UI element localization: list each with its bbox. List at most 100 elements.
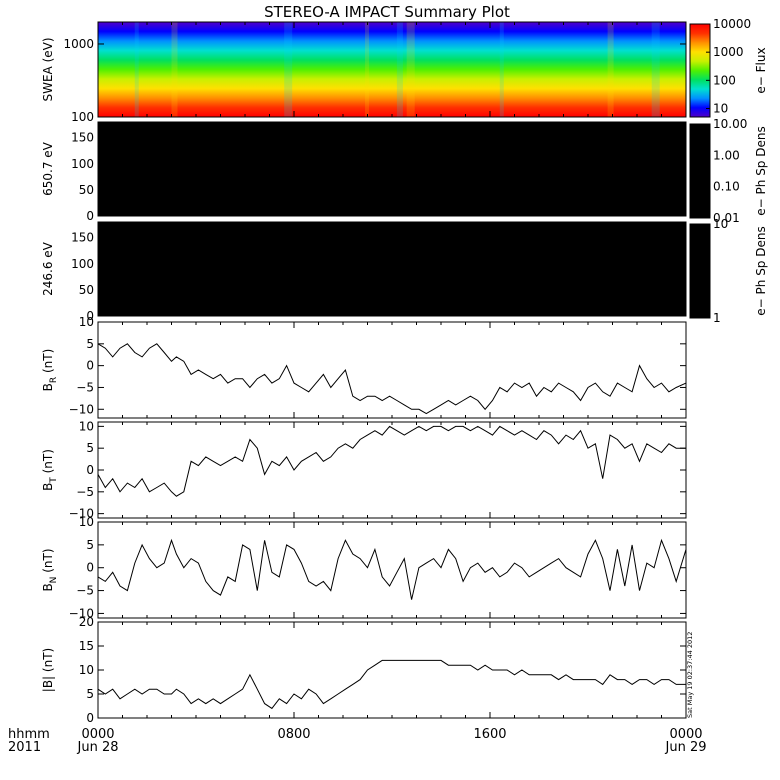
colorbar-2: 0.01 0.10 1.00 10.00 e− Ph Sp Dens: [689, 117, 768, 225]
plot-title: STEREO-A IMPACT Summary Plot: [264, 3, 510, 21]
spectrogram-streak: [284, 22, 293, 117]
spectrogram-streak: [651, 22, 660, 117]
y-tick-label: 15: [79, 639, 94, 653]
y-tick-label: −5: [76, 485, 94, 499]
y-axis-label: BT (nT): [41, 449, 59, 491]
x-corner-label-hhmm: hhmm: [8, 727, 50, 742]
y-axis-label: BR (nT): [41, 349, 59, 392]
timestamp-stamp: Sat May 19 02:37:44 2012: [686, 632, 694, 718]
spectrogram-streak: [171, 22, 178, 117]
series-line: [97, 343, 687, 415]
y-tick-label: 50: [79, 283, 94, 297]
colorbar-label: e− Ph Sp Dens: [754, 126, 768, 215]
panel-frame: [97, 321, 687, 419]
heatmap-fill: [98, 222, 686, 316]
colorbar-tick-label: 10: [713, 102, 728, 116]
panel-frame: [97, 521, 687, 619]
colorbar-tick-label: 10: [713, 217, 728, 231]
colorbar-scale: [690, 224, 710, 318]
y-tick-label: 5: [86, 538, 94, 552]
colorbar-scale: [690, 124, 710, 218]
panel-frame: [97, 621, 687, 719]
spectrogram-streak: [365, 22, 370, 117]
colorbar-frame: [689, 123, 711, 219]
y-tick-label: −10: [69, 606, 94, 620]
y-tick-label: 0: [86, 463, 94, 477]
colorbar-tick-label: 100: [713, 73, 736, 87]
y-axis-label: 246.6 eV: [41, 241, 55, 296]
y-tick-label: 150: [71, 231, 94, 245]
series-line: [97, 538, 687, 600]
colorbars: 10 100 1000 10000 e− Flux 0.01 0.10 1.00 10.00 e−…: [689, 17, 768, 325]
y-tick-label: 50: [79, 183, 94, 197]
series-line: [97, 659, 686, 710]
colorbar-tick-label: 0.01: [713, 211, 740, 225]
y-tick-label: 100: [71, 110, 94, 124]
x-corner-label-year: 2011: [8, 740, 41, 755]
swea-spectrogram: [98, 22, 686, 117]
y-tick-label: 0: [86, 209, 94, 223]
y-tick-label: −10: [69, 402, 94, 416]
y-tick-label: −10: [69, 507, 94, 521]
panel-4: −10 −5 0 5 10 BR (nT): [41, 315, 687, 419]
y-tick-label: 0: [86, 309, 94, 323]
y-tick-label: −5: [76, 380, 94, 394]
y-tick-label: 20: [79, 615, 94, 629]
y-axis-label: BN (nT): [41, 548, 59, 591]
colorbar-1: 10 100 1000 10000 e− Flux: [689, 17, 768, 118]
colorbar-3: 1 10 e− Ph Sp Dens: [689, 217, 768, 325]
colorbar-label: e− Flux: [754, 47, 768, 93]
colorbar-scale: [690, 24, 710, 117]
colorbar-frame: [689, 23, 711, 118]
spectrogram-streak: [134, 22, 139, 117]
colorbar-frame: [689, 223, 711, 319]
y-tick-label: 100: [71, 157, 94, 171]
y-tick-label: 5: [86, 337, 94, 351]
colorbar-tick-label: 10000: [713, 17, 751, 31]
panel-5: −10 −5 0 5 10 BT (nT): [41, 419, 687, 521]
y-tick-label: 0: [86, 711, 94, 725]
series-line: [97, 425, 686, 497]
y-tick-label: 5: [86, 441, 94, 455]
x-tick-label: 0000: [669, 727, 702, 742]
y-tick-label: 10: [79, 663, 94, 677]
panel-1: 100 1000 SWEA (eV): [41, 21, 687, 124]
x-date-label: Jun 29: [665, 740, 707, 755]
spectrogram-streak: [499, 22, 504, 117]
y-tick-label: 10: [79, 315, 94, 329]
y-tick-label: 0: [86, 359, 94, 373]
colorbar-tick-label: 1000: [713, 45, 744, 59]
y-tick-label: 1000: [63, 37, 94, 51]
colorbar-tick-label: 10.00: [713, 117, 747, 131]
y-axis-label: SWEA (eV): [41, 37, 55, 101]
y-tick-label: 10: [79, 419, 94, 433]
y-tick-label: 10: [79, 515, 94, 529]
colorbar-tick-label: 1.00: [713, 148, 740, 162]
colorbar-label: e− Ph Sp Dens: [754, 226, 768, 315]
x-tick-label: 1600: [473, 727, 506, 742]
heatmap-fill: [98, 122, 686, 216]
x-tick-label: 0000: [81, 727, 114, 742]
panel-frame: [97, 421, 687, 519]
y-tick-label: 5: [86, 687, 94, 701]
panel-3: 0 50 100 150 246.6 eV: [41, 221, 687, 323]
colorbar-tick-label: 0.10: [713, 180, 740, 194]
spectrogram-streak: [607, 22, 614, 117]
x-date-label: Jun 28: [77, 740, 119, 755]
y-tick-label: 150: [71, 131, 94, 145]
y-tick-label: 100: [71, 257, 94, 271]
spectrogram-streak: [396, 22, 403, 117]
colorbar-tick-label: 1: [713, 311, 721, 325]
panel-6: −10 −5 0 5 10 BN (nT): [41, 515, 687, 620]
x-tick-label: 0800: [277, 727, 310, 742]
spectrogram-streak: [406, 22, 415, 117]
panel-2: 0 50 100 150 650.7 eV: [41, 121, 687, 223]
y-tick-label: −5: [76, 584, 94, 598]
y-axis-label: 650.7 eV: [41, 141, 55, 196]
y-tick-label: 0: [86, 561, 94, 575]
panel-7: 0 5 10 15 20 |B| (nT): [41, 615, 687, 725]
y-axis-label: |B| (nT): [41, 648, 55, 692]
